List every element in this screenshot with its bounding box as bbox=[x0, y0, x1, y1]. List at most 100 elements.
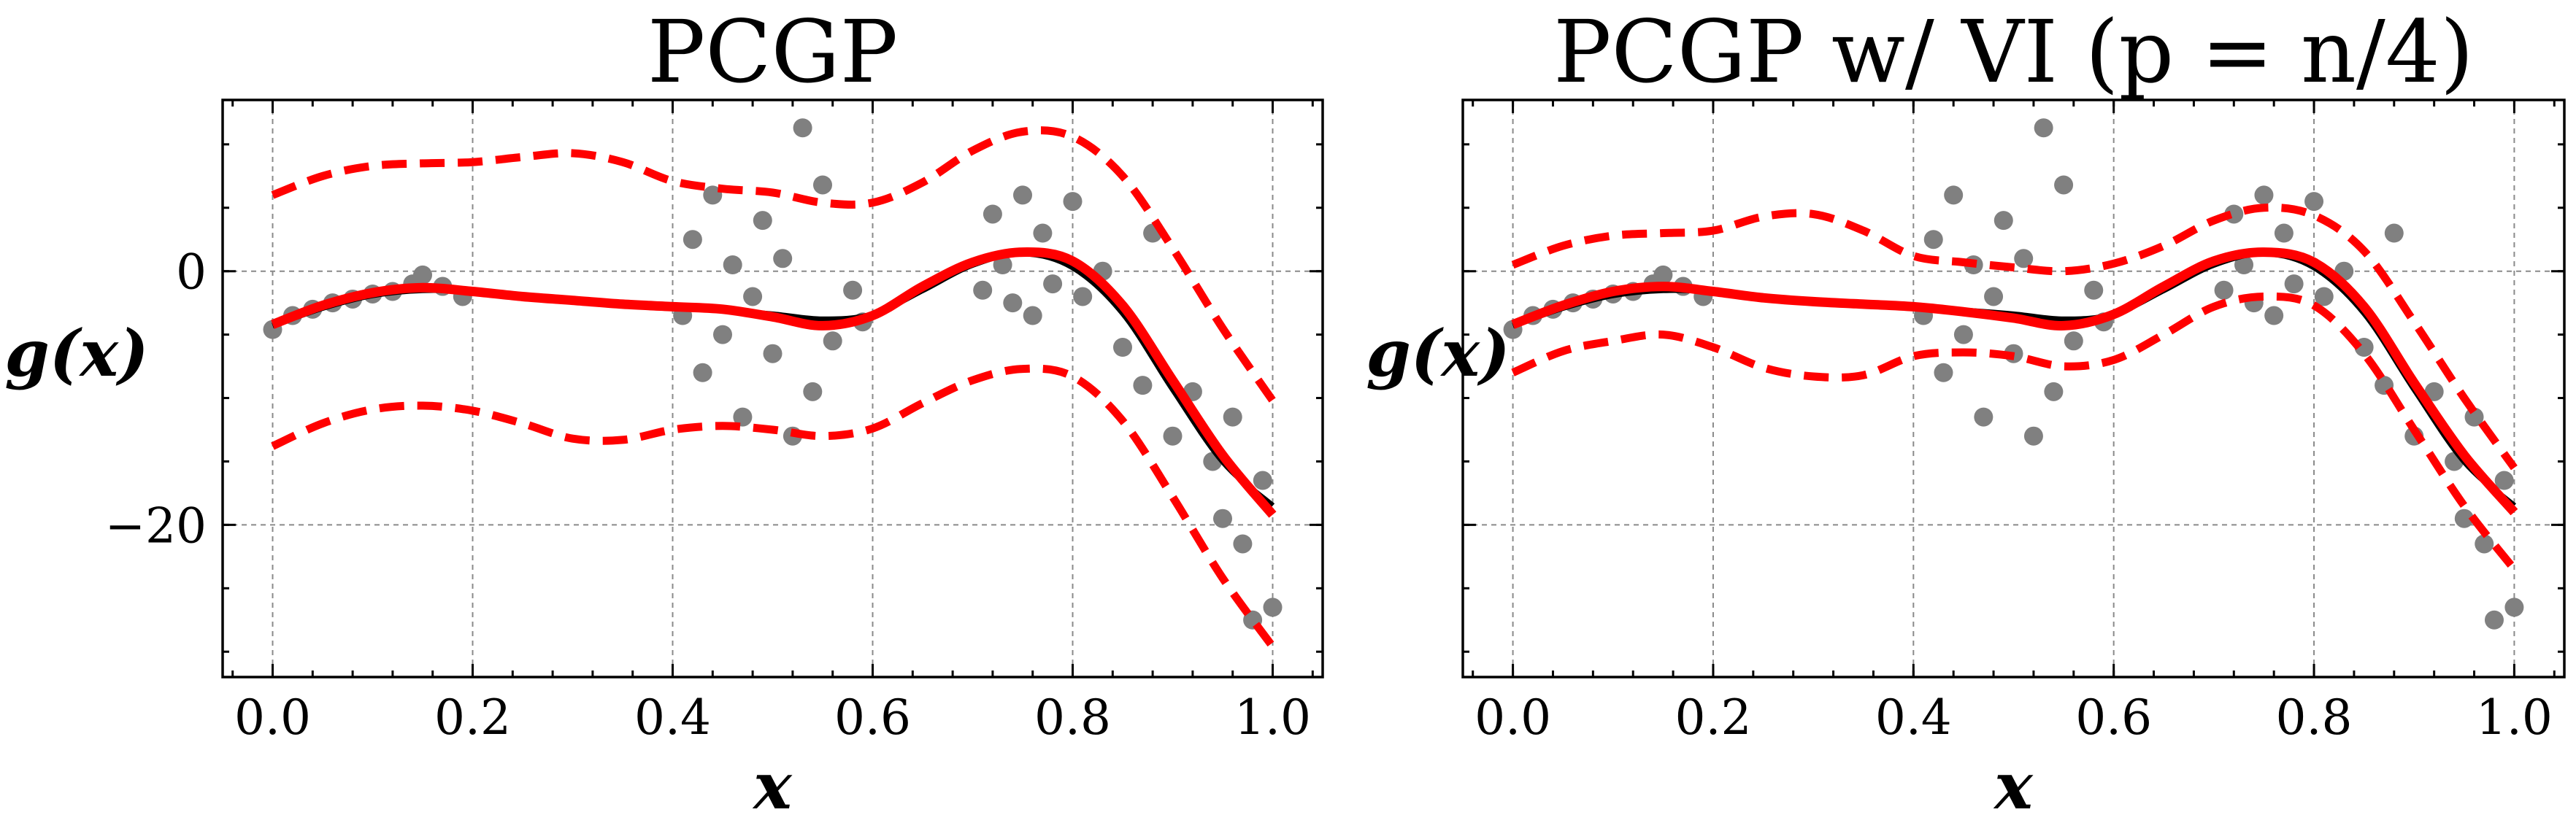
data-point bbox=[823, 331, 842, 351]
y-tick-label: −20 bbox=[105, 498, 207, 554]
data-point bbox=[2494, 471, 2514, 490]
x-tick-label: 0.8 bbox=[2276, 689, 2353, 746]
x-tick-label: 0.0 bbox=[1475, 689, 1551, 746]
lines-layer bbox=[271, 126, 1277, 649]
data-point bbox=[2264, 306, 2284, 325]
lower-band-line bbox=[1511, 292, 2518, 572]
data-point bbox=[413, 265, 432, 285]
chart-title: PCGP bbox=[647, 1, 898, 102]
data-point bbox=[1063, 192, 1083, 212]
data-point bbox=[1163, 426, 1183, 446]
data-point bbox=[993, 255, 1012, 274]
data-point bbox=[723, 255, 742, 274]
data-point bbox=[1013, 185, 1032, 205]
x-tick-label: 0.2 bbox=[434, 689, 511, 746]
data-point bbox=[2504, 598, 2524, 617]
data-point bbox=[2384, 223, 2404, 243]
panel-pcgp: 0.0 0.2 0.4 0.6 0.8 1.0 0 −20 PCGP x g(x) bbox=[4, 1, 1324, 824]
grid-layer bbox=[1463, 100, 2564, 677]
data-point bbox=[1113, 338, 1132, 357]
data-point bbox=[1213, 509, 1232, 528]
data-point bbox=[763, 344, 783, 363]
data-point bbox=[2064, 331, 2083, 351]
data-point bbox=[1993, 211, 2013, 231]
mean-line bbox=[1511, 247, 2518, 516]
data-point bbox=[2234, 255, 2254, 274]
data-point bbox=[2044, 382, 2064, 401]
x-tick-label: 0.6 bbox=[834, 689, 911, 746]
data-point bbox=[1233, 534, 1253, 554]
true-function-line bbox=[1512, 250, 2517, 509]
panel-pcgp-vi: 0.0 0.2 0.4 0.6 0.8 1.0 PCGP w/ VI (p = n/4) … bbox=[1366, 1, 2566, 824]
x-tick-label: 1.0 bbox=[1234, 689, 1311, 746]
data-point bbox=[2274, 223, 2294, 243]
data-point bbox=[2084, 280, 2104, 300]
data-point bbox=[1923, 230, 1943, 250]
data-point bbox=[693, 363, 712, 382]
data-point bbox=[1944, 185, 1964, 205]
data-point bbox=[1934, 363, 1953, 382]
data-point bbox=[1974, 407, 1993, 427]
x-tick-label: 1.0 bbox=[2476, 689, 2553, 746]
data-point bbox=[1033, 223, 1053, 243]
x-tick-label: 0.4 bbox=[634, 689, 711, 746]
x-axis-label: x bbox=[1993, 748, 2034, 824]
data-point bbox=[2284, 274, 2304, 294]
data-point bbox=[1223, 407, 1242, 427]
data-point bbox=[1653, 265, 1673, 285]
data-point bbox=[1953, 325, 1973, 344]
mean-line bbox=[271, 247, 1277, 518]
data-point bbox=[1043, 274, 1063, 294]
x-tick-label: 0.6 bbox=[2075, 689, 2152, 746]
data-point bbox=[2424, 382, 2444, 401]
data-point bbox=[803, 382, 823, 401]
data-point bbox=[983, 204, 1002, 224]
data-point bbox=[1003, 293, 1023, 313]
lines-layer bbox=[1511, 203, 2518, 572]
y-axis-label: g(x) bbox=[1366, 315, 1510, 391]
data-point bbox=[773, 249, 793, 268]
x-tick-label: 0.4 bbox=[1875, 689, 1952, 746]
data-point bbox=[2304, 192, 2324, 212]
data-point bbox=[2214, 280, 2234, 300]
data-point bbox=[1133, 376, 1153, 395]
lower-band-line bbox=[271, 364, 1276, 649]
data-point bbox=[753, 211, 772, 231]
data-point bbox=[713, 325, 732, 344]
chart-title: PCGP w/ VI (p = n/4) bbox=[1553, 1, 2474, 102]
ticks-layer: 0.0 0.2 0.4 0.6 0.8 1.0 bbox=[1463, 100, 2564, 746]
data-point bbox=[813, 175, 832, 195]
data-point bbox=[2314, 287, 2334, 306]
data-point bbox=[1263, 598, 1283, 617]
y-axis-label: g(x) bbox=[4, 315, 148, 391]
data-point bbox=[2254, 185, 2274, 205]
data-point bbox=[973, 280, 993, 300]
points-layer bbox=[1503, 118, 2524, 630]
data-point bbox=[2475, 534, 2494, 554]
data-point bbox=[1984, 287, 2004, 306]
data-point bbox=[793, 118, 812, 138]
data-point bbox=[2454, 509, 2474, 528]
y-tick-label: 0 bbox=[176, 244, 207, 301]
x-tick-label: 0.0 bbox=[234, 689, 311, 746]
data-point bbox=[1253, 471, 1272, 490]
data-point bbox=[703, 185, 723, 205]
grid-layer bbox=[223, 100, 1323, 677]
data-point bbox=[733, 407, 753, 427]
x-axis-label: x bbox=[752, 748, 793, 824]
axes-frame bbox=[1461, 98, 2566, 679]
data-point bbox=[1023, 306, 1042, 325]
data-point bbox=[743, 287, 763, 306]
axes-frame bbox=[221, 98, 1324, 679]
data-point bbox=[1073, 287, 1093, 306]
data-point bbox=[843, 280, 863, 300]
ticks-layer: 0.0 0.2 0.4 0.6 0.8 1.0 0 −20 bbox=[105, 100, 1323, 746]
data-point bbox=[683, 230, 702, 250]
upper-band-line bbox=[1511, 203, 2518, 471]
data-point bbox=[2014, 249, 2034, 268]
data-point bbox=[2484, 610, 2504, 630]
data-point bbox=[2034, 118, 2053, 138]
x-tick-label: 0.2 bbox=[1675, 689, 1751, 746]
data-point bbox=[2023, 426, 2043, 446]
